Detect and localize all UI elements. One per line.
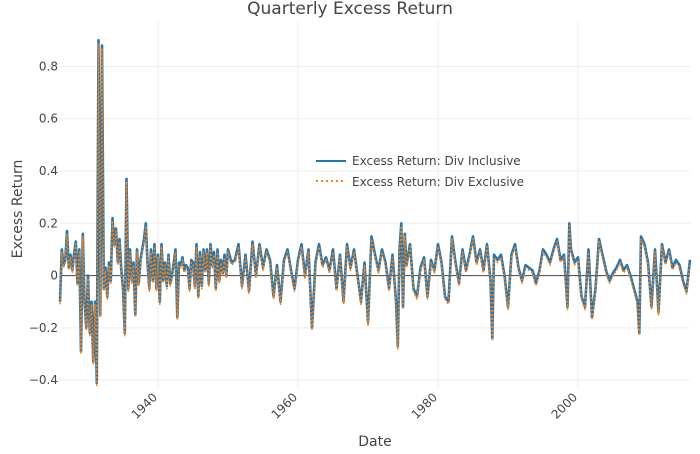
series-line-1: [58, 38, 692, 385]
y-tick-label: 0.6: [39, 112, 58, 126]
legend-label-series-1: Excess Return: Div Inclusive: [352, 154, 521, 168]
y-tick-label: 0.8: [39, 59, 58, 73]
chart-title: Quarterly Excess Return: [247, 0, 453, 19]
x-tick-label: 1940: [129, 390, 160, 421]
y-tick-label: 0: [50, 269, 58, 283]
y-tick-label: −0.4: [29, 373, 58, 387]
y-tick-label: 0.4: [39, 164, 58, 178]
legend-label-series-2: Excess Return: Div Exclusive: [352, 175, 524, 189]
series-line-2: [59, 42, 691, 387]
y-tick-label: −0.2: [29, 321, 58, 335]
y-axis-ticks: −0.4 −0.2 0 0.2 0.4 0.6 0.8: [29, 59, 58, 387]
x-axis-ticks: 1940 1960 1980 2000: [129, 390, 580, 421]
grid: [60, 22, 690, 388]
series-layer: [58, 38, 692, 387]
x-tick-label: 1980: [409, 390, 440, 421]
legend: Excess Return: Div Inclusive Excess Retu…: [316, 154, 524, 189]
x-tick-label: 2000: [549, 390, 580, 421]
y-tick-label: 0.2: [39, 216, 58, 230]
x-axis-title: Date: [358, 434, 391, 450]
x-tick-label: 1960: [269, 390, 300, 421]
y-axis-title: Excess Return: [10, 160, 26, 259]
